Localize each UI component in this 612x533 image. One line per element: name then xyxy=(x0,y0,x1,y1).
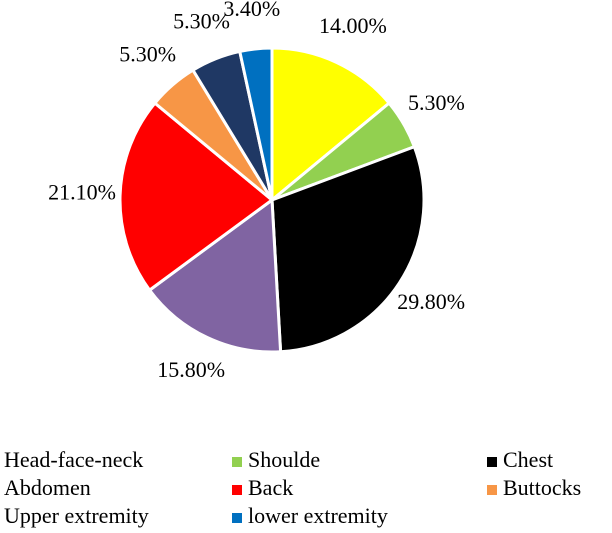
legend-label: Abdomen xyxy=(4,475,91,500)
pie-slice xyxy=(270,144,426,354)
legend-swatch xyxy=(487,457,497,467)
pie-slice xyxy=(147,197,283,354)
legend-label: Back xyxy=(248,475,293,500)
legend-label: Chest xyxy=(503,447,553,472)
pie-slice xyxy=(270,46,392,204)
data-label: 5.30% xyxy=(173,9,230,34)
legend-label: lower extremity xyxy=(248,503,388,528)
data-label: 15.80% xyxy=(157,357,225,382)
legend-label: Head-face-neck xyxy=(4,447,143,472)
legend-swatch xyxy=(232,513,242,523)
pie-slice xyxy=(118,100,275,293)
legend-label: Buttocks xyxy=(503,475,581,500)
legend-swatch xyxy=(232,457,242,467)
legend-label: Shoulde xyxy=(248,447,320,472)
data-label: 3.40% xyxy=(223,0,280,21)
data-label: 29.80% xyxy=(397,289,465,314)
legend-swatch xyxy=(232,485,242,495)
data-label: 21.10% xyxy=(48,180,116,205)
data-label: 5.30% xyxy=(408,90,465,115)
pie-slice xyxy=(237,46,274,201)
data-label: 5.30% xyxy=(119,41,176,66)
data-label: 14.00% xyxy=(319,13,387,38)
legend-swatch xyxy=(487,485,497,495)
legend-label: Upper extremity xyxy=(4,503,149,528)
